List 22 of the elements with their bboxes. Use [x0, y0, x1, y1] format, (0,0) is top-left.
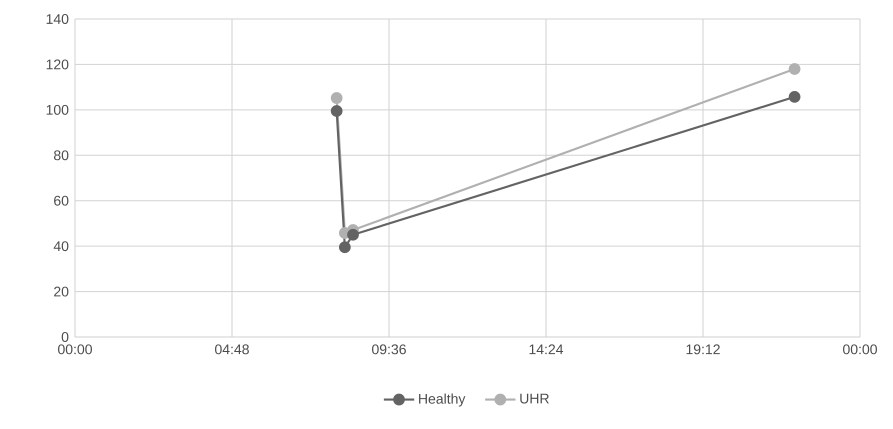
- point: [788, 63, 800, 75]
- y-tick-label: 60: [54, 196, 68, 206]
- point: [788, 91, 800, 103]
- x-tick-label: 00:00: [58, 344, 92, 354]
- legend-label: Healthy: [419, 393, 466, 407]
- x-tick-label: 09:36: [372, 344, 406, 354]
- y-tick-label: 140: [46, 14, 68, 24]
- x-tick-label: 19:12: [686, 344, 720, 354]
- y-tick-label: 20: [54, 286, 68, 297]
- point: [330, 105, 343, 117]
- y-tick-label: 80: [54, 150, 68, 160]
- point: [330, 92, 343, 104]
- x-tick-label: 14:24: [530, 344, 564, 354]
- y-tick-label: 0: [62, 332, 68, 342]
- y-tick-label: 40: [54, 241, 68, 252]
- point: [347, 228, 359, 241]
- legend-label: UHR: [520, 394, 549, 404]
- x-tick-label: 00:00: [843, 344, 877, 354]
- x-tick-label: 04:48: [215, 344, 249, 354]
- y-tick-label: 100: [46, 104, 68, 115]
- point: [338, 241, 351, 254]
- y-tick-label: 120: [46, 59, 68, 70]
